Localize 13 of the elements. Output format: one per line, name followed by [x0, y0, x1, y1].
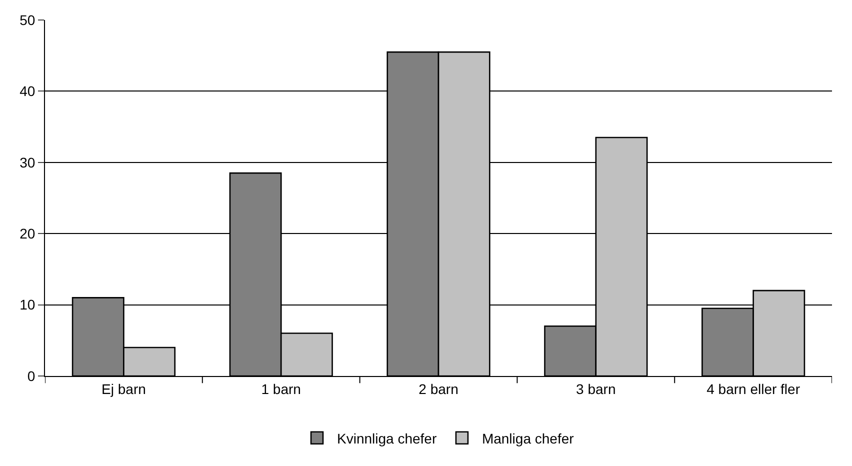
y-tick-label: 30 [20, 154, 36, 170]
x-tick-label: 1 barn [261, 380, 301, 397]
y-tick-label: 0 [27, 368, 36, 384]
x-tick-label: 3 barn [576, 380, 616, 397]
y-tick-label: 20 [20, 226, 36, 242]
legend-label: Manliga chefer [482, 430, 574, 446]
x-tick-label: Ej barn [102, 380, 146, 397]
x-tick-label: 4 barn eller fler [706, 380, 800, 397]
legend-label: Kvinnliga chefer [337, 430, 437, 446]
y-tick-label: 40 [20, 83, 36, 100]
y-tick-label: 10 [20, 296, 36, 313]
x-tick-label: 2 barn [418, 380, 458, 397]
y-tick-label: 50 [20, 12, 36, 28]
